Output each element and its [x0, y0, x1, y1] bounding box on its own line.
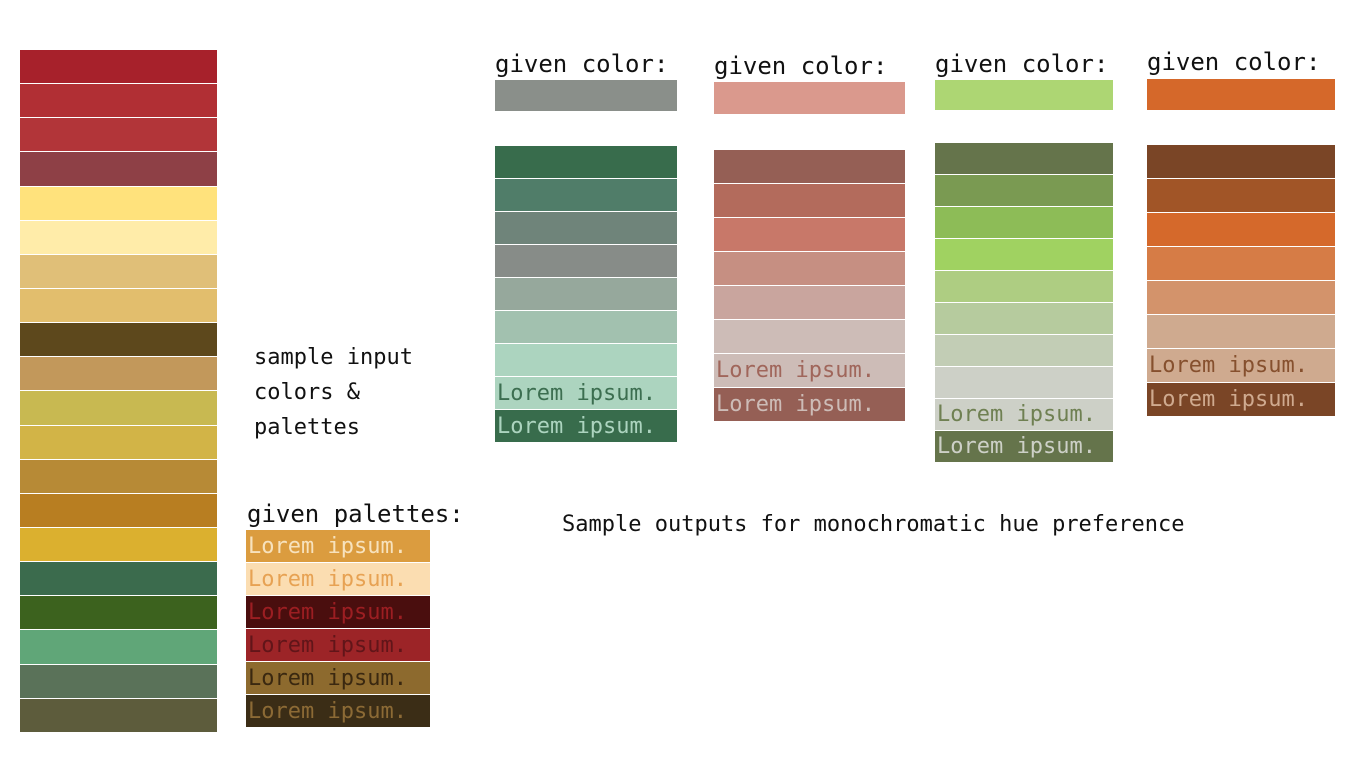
given-color-swatch: [495, 80, 677, 111]
output-swatch: [495, 278, 677, 311]
output-swatch: [714, 184, 905, 218]
input-swatch: [20, 118, 217, 153]
output-swatch: [1147, 315, 1335, 349]
output-swatch: [935, 303, 1113, 335]
input-swatch: [20, 50, 217, 85]
lorem-sample: Lorem ipsum.: [1147, 383, 1335, 417]
output-swatch: [935, 143, 1113, 175]
output-swatch: [1147, 247, 1335, 281]
input-swatch: [20, 84, 217, 119]
output-swatch-stack: Lorem ipsum. Lorem ipsum.: [495, 146, 677, 443]
input-swatch: [20, 493, 217, 528]
input-swatch: [20, 152, 217, 187]
caption-sample-outputs: Sample outputs for monochromatic hue pre…: [562, 512, 1185, 537]
input-swatch: [20, 288, 217, 324]
caption-sample-input: sample input colors & palettes: [254, 345, 413, 440]
output-swatch-stack: Lorem ipsum. Lorem ipsum.: [1147, 145, 1335, 417]
input-swatch: [20, 630, 217, 665]
output-swatch: [1147, 145, 1335, 179]
input-swatch: [20, 357, 217, 392]
output-swatch: [935, 271, 1113, 303]
lorem-sample: Lorem ipsum.: [935, 399, 1113, 431]
lorem-sample: Lorem ipsum.: [1147, 349, 1335, 383]
input-swatch: [20, 323, 217, 358]
palette-item: Lorem ipsum.: [246, 629, 430, 662]
lorem-sample: Lorem ipsum.: [935, 431, 1113, 463]
output-swatch: [935, 207, 1113, 239]
input-swatch: [20, 562, 217, 597]
input-swatch: [20, 254, 217, 289]
output-swatch: [714, 150, 905, 184]
given-palettes-list: Lorem ipsum. Lorem ipsum. Lorem ipsum. Lore…: [246, 530, 430, 728]
input-swatch: [20, 698, 217, 733]
given-color-swatch: [1147, 79, 1335, 110]
output-swatch-stack: Lorem ipsum. Lorem ipsum.: [935, 143, 1113, 463]
output-swatch: [935, 175, 1113, 207]
given-color-label: given color:: [714, 52, 888, 80]
output-swatch: [714, 286, 905, 320]
input-swatch: [20, 596, 217, 631]
output-swatch: [714, 218, 905, 252]
input-swatch: [20, 527, 217, 563]
given-palettes-label: given palettes:: [247, 500, 464, 528]
output-swatch: [714, 320, 905, 354]
palette-item: Lorem ipsum.: [246, 695, 430, 728]
input-swatch: [20, 220, 217, 255]
output-swatch: [495, 212, 677, 245]
lorem-sample: Lorem ipsum.: [714, 388, 905, 422]
given-color-label: given color:: [935, 50, 1109, 78]
output-swatch: [495, 311, 677, 344]
output-swatch: [1147, 281, 1335, 315]
output-swatch: [1147, 213, 1335, 247]
output-swatch: [935, 335, 1113, 367]
output-swatch: [495, 146, 677, 179]
input-color-stack: [20, 50, 217, 733]
output-swatch: [714, 252, 905, 286]
given-color-swatch: [935, 80, 1113, 110]
palette-item: Lorem ipsum.: [246, 563, 430, 596]
given-color-swatch: [714, 82, 905, 114]
input-swatch: [20, 459, 217, 494]
output-swatch: [935, 239, 1113, 271]
output-swatch: [1147, 179, 1335, 213]
output-swatch-stack: Lorem ipsum. Lorem ipsum.: [714, 150, 905, 422]
lorem-sample: Lorem ipsum.: [495, 410, 677, 443]
input-swatch: [20, 425, 217, 460]
input-swatch: [20, 664, 217, 699]
output-swatch: [495, 245, 677, 278]
given-color-label: given color:: [1147, 48, 1321, 76]
input-swatch: [20, 186, 217, 221]
output-swatch: [935, 367, 1113, 399]
palette-item: Lorem ipsum.: [246, 596, 430, 629]
palette-item: Lorem ipsum.: [246, 662, 430, 695]
given-color-label: given color:: [495, 50, 669, 78]
input-swatch: [20, 391, 217, 426]
lorem-sample: Lorem ipsum.: [714, 354, 905, 388]
lorem-sample: Lorem ipsum.: [495, 377, 677, 410]
output-swatch: [495, 344, 677, 377]
output-swatch: [495, 179, 677, 212]
palette-item: Lorem ipsum.: [246, 530, 430, 563]
